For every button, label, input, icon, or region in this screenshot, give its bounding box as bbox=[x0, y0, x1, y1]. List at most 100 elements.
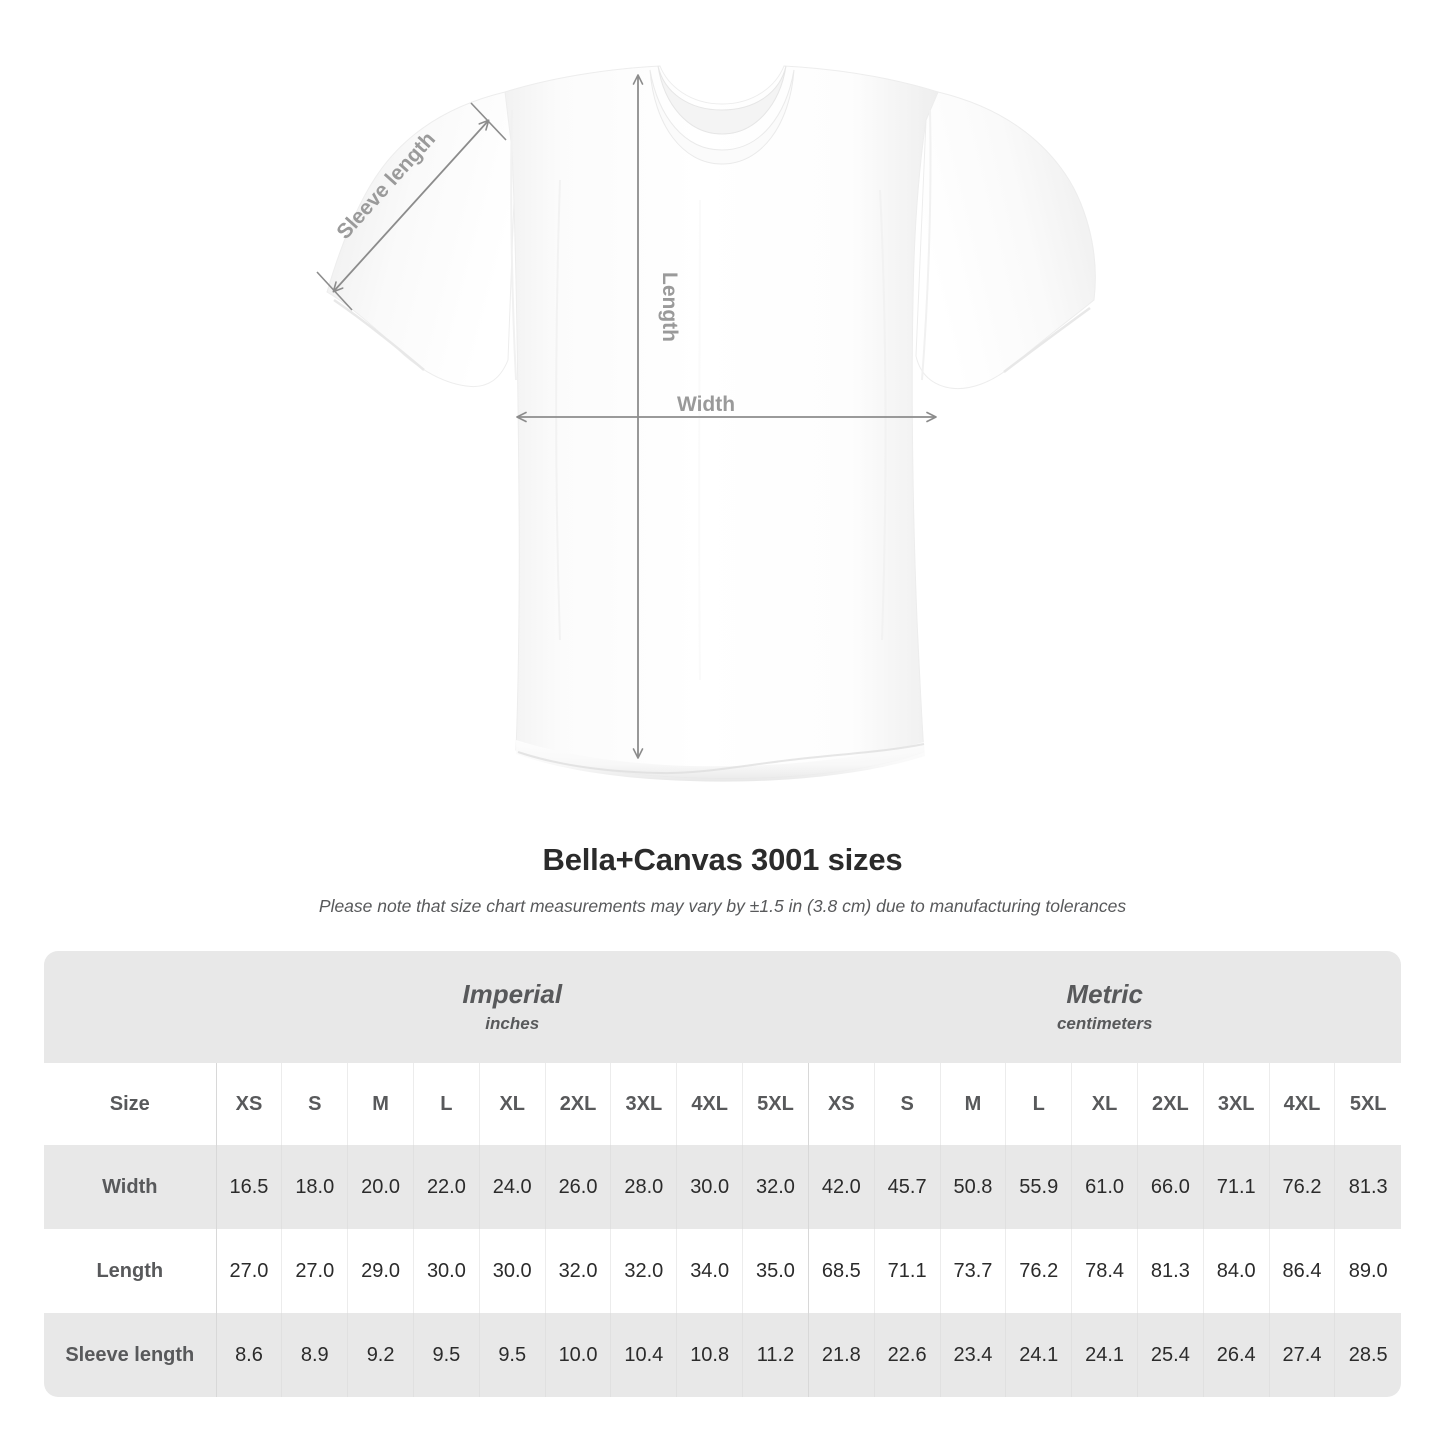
table-row: Length 27.0 27.0 29.0 30.0 30.0 32.0 32.0 34.0 35… bbox=[44, 1229, 1401, 1313]
cell-imperial-4xl: 34.0 bbox=[676, 1229, 743, 1313]
cell-metric-l: 76.2 bbox=[1005, 1229, 1072, 1313]
row-label-width: Width bbox=[44, 1145, 217, 1229]
size-header-imperial-5xl: 5XL bbox=[742, 1063, 809, 1145]
size-header-imperial-2xl: 2XL bbox=[544, 1063, 611, 1145]
size-header-metric-l: L bbox=[1005, 1063, 1072, 1145]
unit-sub-metric: centimeters bbox=[1056, 1014, 1153, 1033]
cell-metric-s: 45.7 bbox=[873, 1145, 941, 1229]
size-header-metric-m: M bbox=[939, 1063, 1006, 1145]
shirt-torso bbox=[504, 65, 939, 779]
size-header-metric-s: S bbox=[873, 1063, 941, 1145]
cell-imperial-m: 20.0 bbox=[347, 1145, 414, 1229]
size-chart-body: Width 16.5 18.0 20.0 22.0 24.0 26.0 28.0 30.0 32.… bbox=[44, 1145, 1401, 1397]
size-header-imperial-s: S bbox=[281, 1063, 348, 1145]
size-header-metric-3xl: 3XL bbox=[1202, 1063, 1270, 1145]
cell-metric-xl: 61.0 bbox=[1071, 1145, 1138, 1229]
cell-imperial-s: 8.9 bbox=[281, 1313, 348, 1397]
collar-ribbing bbox=[649, 69, 795, 165]
size-header-row: Size XS S M L XL 2XL 3XL 4XL 5XL XS S M L XL 2XL 3XL 4XL… bbox=[44, 1063, 1401, 1145]
cell-metric-m: 73.7 bbox=[939, 1229, 1006, 1313]
cell-imperial-2xl: 26.0 bbox=[544, 1145, 611, 1229]
unit-name-imperial: Imperial bbox=[462, 979, 563, 1009]
cell-imperial-l: 22.0 bbox=[413, 1145, 480, 1229]
hem-edge-shadow bbox=[517, 743, 925, 775]
cell-imperial-l: 9.5 bbox=[413, 1313, 480, 1397]
size-header-imperial-xs: XS bbox=[215, 1063, 282, 1145]
heading-block: Bella+Canvas 3001 sizes Please note that… bbox=[0, 840, 1445, 918]
size-header-imperial-3xl: 3XL bbox=[610, 1063, 677, 1145]
cell-metric-4xl: 76.2 bbox=[1268, 1145, 1335, 1229]
measurement-arrows bbox=[316, 74, 937, 759]
tolerance-note: Please note that size chart measurements… bbox=[318, 896, 1127, 916]
shirt-shape bbox=[326, 65, 1096, 782]
cell-metric-4xl: 27.4 bbox=[1268, 1313, 1335, 1397]
cell-imperial-3xl: 10.4 bbox=[610, 1313, 677, 1397]
cell-metric-xs: 68.5 bbox=[807, 1229, 875, 1313]
unit-sub-imperial: inches bbox=[485, 1014, 540, 1033]
unit-header-metric: Metric centimeters bbox=[808, 951, 1401, 1063]
cell-metric-l: 55.9 bbox=[1005, 1145, 1072, 1229]
cell-metric-2xl: 66.0 bbox=[1136, 1145, 1204, 1229]
cell-imperial-l: 30.0 bbox=[413, 1229, 480, 1313]
sleeve-length-arrow bbox=[332, 119, 490, 293]
cell-imperial-3xl: 28.0 bbox=[610, 1145, 677, 1229]
cell-imperial-xl: 9.5 bbox=[478, 1313, 546, 1397]
cell-imperial-5xl: 35.0 bbox=[742, 1229, 809, 1313]
cell-imperial-2xl: 32.0 bbox=[544, 1229, 611, 1313]
sleeve-tick-lower bbox=[316, 271, 353, 311]
cell-metric-xl: 24.1 bbox=[1071, 1313, 1138, 1397]
cell-metric-xs: 42.0 bbox=[807, 1145, 875, 1229]
cell-metric-3xl: 71.1 bbox=[1202, 1145, 1270, 1229]
cell-imperial-xs: 27.0 bbox=[215, 1229, 282, 1313]
cell-imperial-5xl: 32.0 bbox=[742, 1145, 809, 1229]
cell-imperial-s: 27.0 bbox=[281, 1229, 348, 1313]
row-label-sleeve-length: Sleeve length bbox=[44, 1313, 217, 1397]
size-chart-table: Imperial inches Metric centimeters Size … bbox=[44, 951, 1401, 1397]
cell-metric-s: 71.1 bbox=[873, 1229, 941, 1313]
cell-metric-5xl: 81.3 bbox=[1334, 1145, 1401, 1229]
cell-metric-m: 23.4 bbox=[939, 1313, 1006, 1397]
cell-metric-s: 22.6 bbox=[873, 1313, 941, 1397]
size-header-metric-xl: XL bbox=[1071, 1063, 1138, 1145]
row-label-length: Length bbox=[44, 1229, 217, 1313]
size-header-imperial-l: L bbox=[413, 1063, 480, 1145]
unit-header-imperial: Imperial inches bbox=[216, 951, 809, 1063]
unit-header-spacer bbox=[44, 951, 217, 1063]
length-label: Length bbox=[658, 272, 681, 342]
page-title: Bella+Canvas 3001 sizes bbox=[542, 842, 903, 877]
cell-imperial-xs: 16.5 bbox=[215, 1145, 282, 1229]
cell-metric-m: 50.8 bbox=[939, 1145, 1006, 1229]
tshirt-illustration: Sleeve length Length Width bbox=[316, 65, 1096, 782]
shoulder-seams bbox=[510, 109, 932, 381]
unit-header-row: Imperial inches Metric centimeters bbox=[44, 951, 1401, 1063]
unit-name-metric: Metric bbox=[1066, 979, 1143, 1009]
size-header-metric-xs: XS bbox=[807, 1063, 875, 1145]
cell-imperial-xl: 24.0 bbox=[478, 1145, 546, 1229]
cell-metric-5xl: 28.5 bbox=[1334, 1313, 1401, 1397]
table-row: Width 16.5 18.0 20.0 22.0 24.0 26.0 28.0 30.0 32.… bbox=[44, 1145, 1401, 1229]
cell-imperial-5xl: 11.2 bbox=[742, 1313, 809, 1397]
cell-metric-4xl: 86.4 bbox=[1268, 1229, 1335, 1313]
size-chart-table-container: Imperial inches Metric centimeters Size … bbox=[44, 951, 1401, 1397]
cell-metric-xs: 21.8 bbox=[807, 1313, 875, 1397]
cell-metric-2xl: 25.4 bbox=[1136, 1313, 1204, 1397]
cell-imperial-xs: 8.6 bbox=[215, 1313, 282, 1397]
cell-imperial-m: 9.2 bbox=[347, 1313, 414, 1397]
size-header-imperial-xl: XL bbox=[478, 1063, 546, 1145]
cell-metric-5xl: 89.0 bbox=[1334, 1229, 1401, 1313]
sleeve-tick-upper bbox=[470, 102, 507, 141]
cell-imperial-4xl: 30.0 bbox=[676, 1145, 743, 1229]
right-sleeve bbox=[915, 91, 1096, 390]
cell-imperial-xl: 30.0 bbox=[478, 1229, 546, 1313]
size-header-imperial-4xl: 4XL bbox=[676, 1063, 743, 1145]
cell-imperial-3xl: 32.0 bbox=[610, 1229, 677, 1313]
width-label: Width bbox=[677, 393, 735, 416]
cell-imperial-4xl: 10.8 bbox=[676, 1313, 743, 1397]
cell-metric-2xl: 81.3 bbox=[1136, 1229, 1204, 1313]
cell-imperial-m: 29.0 bbox=[347, 1229, 414, 1313]
cell-metric-xl: 78.4 bbox=[1071, 1229, 1138, 1313]
size-header-metric-5xl: 5XL bbox=[1334, 1063, 1401, 1145]
size-column-header: Size bbox=[44, 1063, 217, 1145]
cell-imperial-s: 18.0 bbox=[281, 1145, 348, 1229]
size-header-metric-4xl: 4XL bbox=[1268, 1063, 1335, 1145]
